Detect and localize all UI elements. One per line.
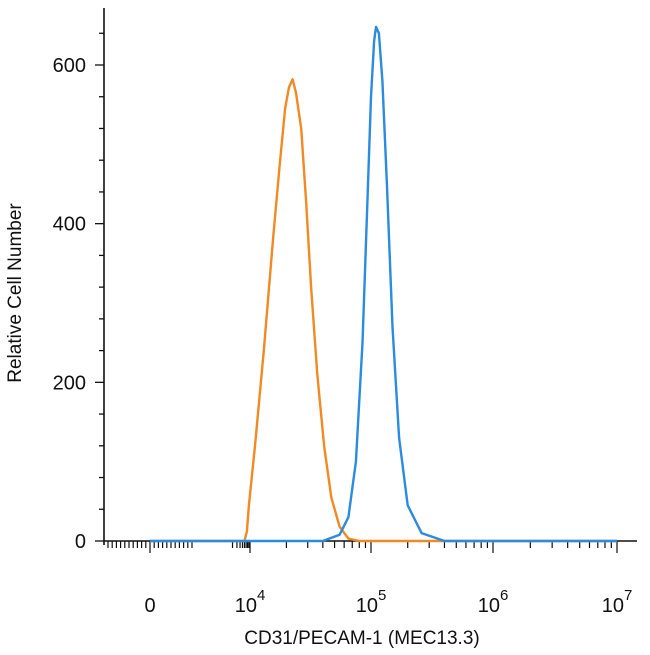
y-tick-labels: 0 200 400 600 bbox=[53, 55, 86, 553]
x-tick-label: 106 bbox=[478, 587, 509, 617]
x-tick-label: 105 bbox=[356, 587, 387, 617]
series-layer bbox=[150, 25, 617, 543]
y-axis-title: Relative Cell Number bbox=[5, 203, 26, 383]
y-tick-label: 0 bbox=[75, 531, 86, 553]
x-tick-label: 104 bbox=[235, 587, 266, 617]
x-axis-title: CD31/PECAM-1 (MEC13.3) bbox=[244, 628, 479, 649]
y-tick-label: 400 bbox=[53, 214, 86, 236]
y-tick-label: 200 bbox=[53, 372, 86, 394]
x-tick-labels: 0 104 105 106 107 bbox=[144, 587, 632, 617]
x-tick-label: 107 bbox=[602, 587, 633, 617]
x-minor-ticks bbox=[107, 541, 618, 553]
series-line-2 bbox=[150, 25, 617, 543]
y-tick-label: 600 bbox=[53, 55, 86, 77]
x-tick-label: 0 bbox=[144, 595, 155, 617]
series-line-1 bbox=[150, 78, 617, 543]
